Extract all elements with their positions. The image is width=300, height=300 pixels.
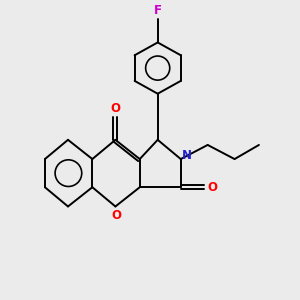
Text: O: O <box>207 181 217 194</box>
Text: O: O <box>110 103 120 116</box>
Text: O: O <box>112 209 122 222</box>
Text: F: F <box>154 4 162 17</box>
Text: N: N <box>182 149 192 162</box>
